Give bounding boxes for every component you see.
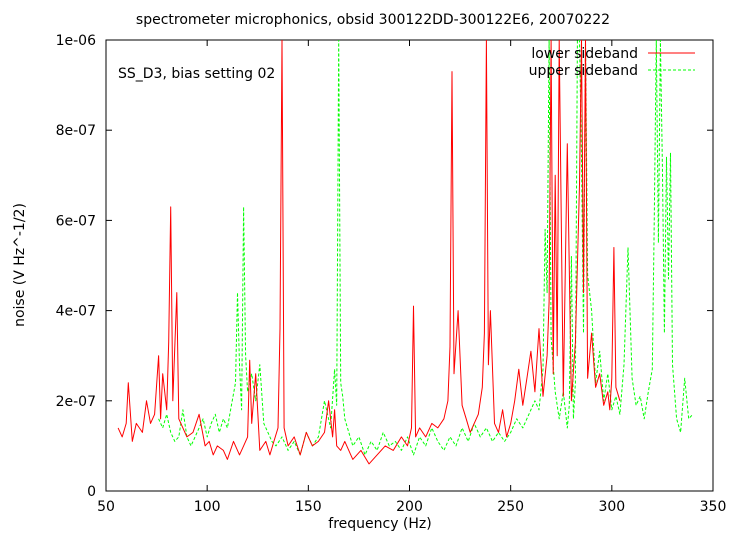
y-tick-label: 4e-07 bbox=[56, 304, 96, 320]
axis-ticks: 50 100 150 200 250 300 350 0 2e-07 4e-07 6e-07 8e-0… bbox=[56, 33, 727, 515]
x-tick-label: 150 bbox=[295, 499, 322, 515]
x-tick-label: 250 bbox=[497, 499, 524, 515]
y-tick-label: 2e-07 bbox=[56, 394, 96, 410]
chart-title: spectrometer microphonics, obsid 300122D… bbox=[136, 12, 610, 28]
x-axis-label: frequency (Hz) bbox=[328, 516, 431, 532]
plot-frame bbox=[105, 39, 714, 492]
y-axis-label: noise (V Hz^-1/2) bbox=[12, 203, 28, 327]
lower-sideband-series-line bbox=[117, 40, 621, 465]
y-tick-label: 1e-06 bbox=[56, 33, 96, 49]
y-tick-label: 8e-07 bbox=[56, 123, 96, 139]
x-tick-label: 50 bbox=[97, 499, 115, 515]
legend-label: upper sideband bbox=[529, 63, 638, 79]
upper-sideband-series-line bbox=[158, 40, 694, 456]
x-tick-label: 200 bbox=[396, 499, 423, 515]
x-tick-label: 350 bbox=[700, 499, 727, 515]
legend-label: lower sideband bbox=[531, 46, 638, 62]
plot-annotation: SS_D3, bias setting 02 bbox=[118, 66, 275, 82]
x-tick-label: 300 bbox=[598, 499, 625, 515]
y-tick-label: 0 bbox=[87, 484, 96, 500]
plot-area bbox=[117, 40, 694, 465]
y-tick-label: 6e-07 bbox=[56, 213, 96, 229]
x-tick-label: 100 bbox=[194, 499, 221, 515]
